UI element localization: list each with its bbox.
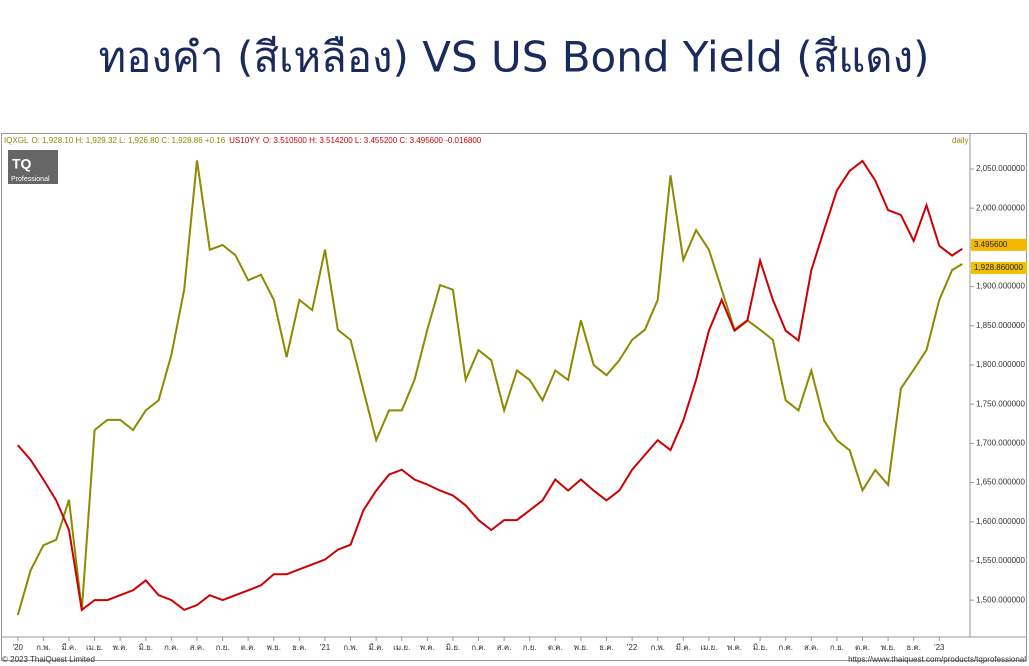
y-tick-label: 2,050.000000 [976,164,1025,173]
x-tick-label: ต.ค. [548,643,563,652]
x-tick-label: ก.พ. [36,643,51,652]
y-tick-label: 1,900.000000 [976,282,1025,291]
logo-box [8,150,58,184]
x-tick-label: ต.ค. [855,643,870,652]
x-tick-label: ส.ค. [190,643,205,652]
x-tick-label: ธ.ค. [292,643,307,652]
x-tick-label: พ.ค. [420,643,435,652]
x-tick-label: '23 [934,643,945,652]
x-tick-label: มี.ค. [61,643,76,652]
last-value-label: 1,928.860000 [974,263,1023,272]
x-tick-label: ก.ย. [216,643,230,652]
x-tick-label: มี.ค. [676,643,691,652]
x-tick-label: มี.ค. [369,643,384,652]
x-tick-label: เม.ย. [700,643,717,652]
x-tick-label: ก.ค. [778,643,793,652]
y-tick-label: 2,000.000000 [976,203,1025,212]
x-tick-label: ธ.ค. [906,643,921,652]
x-tick-label: พ.ย. [267,643,281,652]
x-tick-label: พ.ค. [113,643,128,652]
x-tick-label: '21 [320,643,331,652]
legend-name: US10YY [229,136,260,145]
x-tick-label: เม.ย. [393,643,410,652]
x-tick-label: พ.ค. [727,643,742,652]
series-line [17,159,963,612]
x-tick-label: ก.ค. [164,643,179,652]
x-tick-label: เม.ย. [86,643,103,652]
y-tick-label: 1,600.000000 [976,517,1025,526]
logo-subtext: Professional [11,176,50,183]
x-tick-label: ก.พ. [343,643,358,652]
legend-ohlc: O: 1,928.10 H: 1,929.32 L: 1,926.80 C: 1… [31,136,225,145]
x-tick-label: '22 [627,643,638,652]
logo: TQ Professional [8,150,58,184]
x-tick-label: '20 [13,643,24,652]
x-tick-label: พ.ย. [881,643,895,652]
y-tick-label: 1,850.000000 [976,321,1025,330]
series-line [16,160,963,616]
x-tick-label: ก.ย. [523,643,537,652]
period-label: daily [952,136,968,145]
footer-left: © 2023 ThaiQuest Limited [2,655,95,664]
footer-right: https://www.thaiquest.com/products/tqpro… [848,655,1026,664]
y-tick-label: 1,550.000000 [976,556,1025,565]
x-tick-label: มิ.ย. [753,643,767,652]
x-tick-label: ส.ค. [497,643,512,652]
last-value-label: 3.495600 [974,240,1008,249]
last-value-tag [971,261,1027,274]
y-tick-label: 1,800.000000 [976,360,1025,369]
x-tick-label: ก.ย. [830,643,844,652]
logo-text: TQ [12,156,32,172]
y-tick-label: 1,750.000000 [976,399,1025,408]
legend-name: IQXGL [4,136,29,145]
chart-title: ทองคำ (สีเหลือง) VS US Bond Yield (สีแดง… [99,33,930,82]
x-tick-label: มิ.ย. [446,643,460,652]
x-tick-label: พ.ย. [574,643,588,652]
y-tick-label: 1,500.000000 [976,595,1025,604]
y-tick-label: 1,700.000000 [976,438,1025,447]
chart-frame [1,133,1027,661]
x-tick-label: ส.ค. [804,643,819,652]
x-tick-label: ต.ค. [241,643,256,652]
x-tick-label: มิ.ย. [139,643,153,652]
x-tick-label: ก.ค. [471,643,486,652]
x-tick-label: ธ.ค. [599,643,614,652]
y-tick-label: 1,650.000000 [976,478,1025,487]
legend-ohlc: O: 3.510500 H: 3.514200 L: 3.455200 C: 3… [263,136,482,145]
last-value-tag [971,238,1027,251]
x-tick-label: ก.พ. [650,643,665,652]
